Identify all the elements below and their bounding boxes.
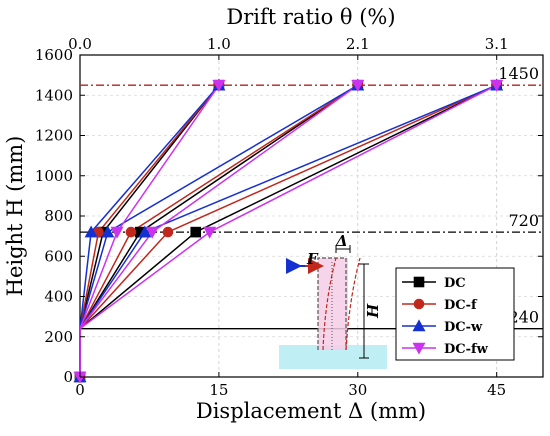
specimen-sketch: F Δ H: [279, 232, 387, 369]
y-tick-label: 600: [44, 247, 73, 265]
series-DC-fw-point: [212, 79, 226, 92]
legend-label-DC-fw: DC-fw: [444, 342, 489, 357]
series-DC-fw-point: [351, 79, 365, 92]
x-tick-label: 30: [348, 381, 367, 399]
legend-label-DC-f: DC-f: [444, 298, 478, 313]
series-DC-f-curve-3: [80, 84, 498, 377]
reference-label-1450: 1450: [498, 64, 539, 83]
sketch-wall-deformed: [322, 257, 361, 351]
series-DC-fw-curve-2: [80, 84, 359, 377]
sketch-force-label: F: [306, 250, 319, 268]
series-DC-w-point: [138, 225, 152, 238]
sketch-wall-original: [317, 257, 347, 350]
x-axis-title: Displacement Δ (mm): [196, 399, 426, 423]
y-tick-label: 800: [44, 207, 73, 225]
series-DC-fw-point: [110, 226, 124, 239]
legend: DC DC-f DC-w DC-fw: [395, 267, 515, 361]
legend-marker-DC: [413, 276, 425, 288]
series-DC-curve-2: [80, 84, 359, 377]
sketch-height-label: H: [364, 303, 382, 319]
series-DC-f-curve-1: [80, 84, 220, 377]
series-DC-fw-curve-1: [80, 84, 220, 377]
series-DC-fw-point: [145, 226, 159, 239]
series-DC-w-curve-3: [80, 84, 497, 377]
series: [80, 84, 498, 377]
x-tick-label: 15: [209, 381, 228, 399]
legend-label-DC: DC: [444, 276, 466, 291]
x2-tick-label: 1.0: [207, 35, 231, 53]
reference-label-720: 720: [508, 211, 539, 230]
reference-label-240: 240: [508, 308, 539, 327]
x2-tick-label: 2.1: [346, 35, 370, 53]
series-DC-fw-point: [490, 79, 504, 92]
legend-marker-DC-f: [413, 298, 425, 310]
series-DC-w-curve-2: [80, 84, 359, 377]
x2-tick-label: 3.1: [485, 35, 509, 53]
legend-label-DC-w: DC-w: [444, 320, 483, 335]
x2-axis-title: Drift ratio θ (%): [226, 5, 395, 29]
series-DC-w-curve-1: [80, 84, 220, 377]
sketch-delta-label: Δ: [335, 232, 348, 250]
series-DC-point: [190, 226, 202, 238]
ticks: 0 15 30 45 0.0 1.0 2.1 3.1 0 200 400 600 800 1000 1200…: [35, 35, 543, 399]
series-DC-curve-3: [80, 84, 498, 377]
x-tick-label: 45: [487, 381, 506, 399]
y-axis-title: Height H (mm): [3, 136, 27, 297]
series-DC-curve-1: [80, 84, 220, 377]
y-tick-label: 1000: [35, 167, 73, 185]
x-tick-label: 0: [75, 381, 85, 399]
y-tick-label: 1400: [35, 86, 73, 104]
series-DC-f-point: [162, 226, 174, 238]
series-DC-f-curve-2: [80, 84, 359, 377]
reference-lines: 1450 720 240: [80, 64, 543, 330]
series-DC-f-point: [125, 226, 137, 238]
y-tick-label: 0: [63, 368, 73, 386]
series-DC-w-point: [84, 225, 98, 238]
series-DC-w-point: [101, 225, 115, 238]
y-tick-label: 400: [44, 288, 73, 306]
y-tick-label: 1200: [35, 127, 73, 145]
legend-marker-DC-w: [412, 319, 426, 332]
x2-tick-label: 0.0: [68, 35, 92, 53]
series-DC-fw-point: [203, 226, 217, 239]
y-tick-label: 200: [44, 328, 73, 346]
series-DC-fw-curve-3: [80, 84, 498, 377]
y-tick-label: 1600: [35, 46, 73, 64]
legend-marker-DC-fw: [412, 342, 426, 355]
